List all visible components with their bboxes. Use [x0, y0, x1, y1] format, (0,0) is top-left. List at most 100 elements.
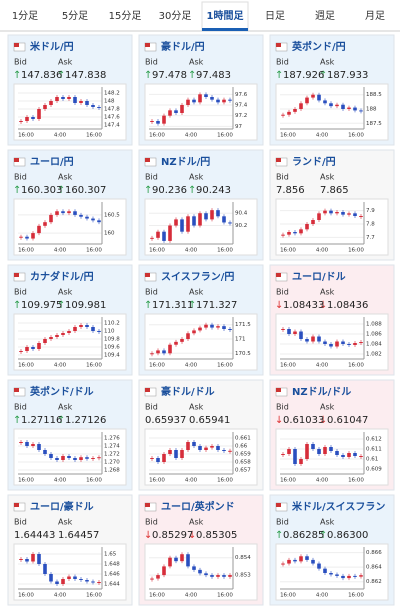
pair-name[interactable]: 豪ドル/ドル [161, 385, 215, 398]
tab[interactable]: 月足 [365, 10, 385, 22]
tab[interactable]: 日足 [265, 10, 285, 22]
bid-label: Bid [14, 58, 27, 67]
ask-value: 1.08436 [327, 300, 368, 311]
pair-name[interactable]: 英ポンド/ドル [29, 385, 94, 398]
candle [204, 447, 208, 450]
candle [210, 97, 214, 100]
pair-name[interactable]: NZドル/ドル [292, 386, 351, 398]
x-tick-label: 16:00 [18, 133, 34, 139]
bid-value: 109.975 [21, 300, 62, 311]
pair-name[interactable]: NZドル/円 [161, 156, 210, 168]
y-tick-label: 0.864 [366, 565, 382, 571]
active-tab-underline [202, 28, 248, 31]
candle [299, 556, 303, 562]
y-tick-label: 148.2 [104, 91, 120, 97]
candle [91, 105, 95, 107]
pair-name[interactable]: ユーロ/英ポンド [161, 500, 235, 513]
pair-name[interactable]: 豪ドル/円 [161, 40, 205, 53]
candle [67, 576, 71, 579]
y-tick-label: 147.4 [104, 123, 120, 129]
candle [323, 447, 327, 454]
pair-name[interactable]: ユーロ/豪ドル [30, 500, 94, 513]
tab[interactable]: 15分足 [109, 10, 142, 22]
chart-bg [144, 83, 258, 141]
candle [317, 563, 321, 569]
pair-name[interactable]: 英ポンド/円 [291, 40, 346, 53]
y-tick-label: 160 [104, 231, 115, 237]
ask-value: 187.933 [327, 70, 368, 81]
tab[interactable]: 週足 [315, 10, 335, 22]
candle [79, 214, 83, 217]
candle [67, 331, 71, 333]
bid-label: Bid [14, 518, 27, 527]
pair-name[interactable]: 米ドル/スイスフラン [292, 500, 385, 513]
candle [281, 114, 285, 116]
pair-name[interactable]: ランド/円 [292, 156, 336, 168]
candle [335, 574, 339, 576]
x-tick-label: 4:00 [54, 248, 67, 254]
candle [347, 453, 351, 457]
candle [228, 575, 232, 577]
candle [43, 105, 47, 109]
candle [323, 341, 327, 344]
candle [305, 556, 309, 560]
y-tick-label: 187.5 [366, 121, 382, 127]
x-tick-label: 16:00 [86, 363, 102, 369]
arrow: ↑ [275, 530, 283, 541]
candle [329, 210, 333, 214]
x-tick-label: 16:00 [86, 593, 102, 599]
candle [287, 559, 291, 564]
pair-name[interactable]: ユーロ/円 [30, 156, 74, 168]
x-tick-label: 4:00 [185, 363, 198, 369]
y-tick-label: 97.2 [235, 113, 247, 119]
candle [61, 579, 65, 584]
candle [19, 121, 23, 122]
candle [150, 578, 154, 580]
flag-mark [145, 273, 150, 277]
candle [19, 236, 23, 238]
x-tick-label: 16:00 [280, 593, 296, 599]
candle [228, 99, 232, 101]
bid-value: 1.27116 [21, 415, 62, 426]
tab[interactable]: 5分足 [62, 10, 88, 22]
candle [353, 343, 357, 345]
arrow: ↑ [275, 70, 283, 81]
flag-mark [14, 388, 19, 392]
pair-name[interactable]: スイスフラン/円 [161, 271, 234, 283]
flag-mark [14, 43, 19, 47]
tab[interactable]: 1時間足 [207, 9, 245, 22]
pair-name[interactable]: ユーロ/ドル [292, 271, 346, 283]
x-tick-label: 4:00 [185, 248, 198, 254]
y-tick-label: 148 [104, 99, 115, 105]
candle [168, 557, 172, 567]
candle [216, 446, 220, 450]
y-tick-label: 0.853 [235, 573, 251, 579]
flag-mark [276, 273, 281, 277]
candle [317, 213, 321, 220]
bid-value: 1.08433 [283, 300, 324, 311]
x-tick-label: 16:00 [217, 248, 233, 254]
y-tick-label: 0.658 [235, 460, 251, 466]
y-tick-label: 1.086 [366, 332, 382, 338]
candle [210, 324, 214, 328]
y-tick-label: 0.661 [235, 436, 251, 442]
candle [156, 121, 160, 124]
candle [323, 568, 327, 573]
x-tick-label: 16:00 [18, 248, 34, 254]
candle [162, 231, 166, 241]
x-tick-label: 16:00 [18, 593, 34, 599]
bid-value: 0.85297 [152, 530, 193, 541]
pair-name[interactable]: カナダドル/円 [30, 270, 94, 283]
bid-label: Bid [145, 403, 158, 412]
arrow: ↑ [57, 70, 65, 81]
candle [341, 212, 345, 215]
tab[interactable]: 1分足 [12, 10, 38, 22]
tab[interactable]: 30分足 [159, 10, 192, 22]
candle [192, 216, 196, 226]
pair-name[interactable]: 米ドル/円 [30, 40, 74, 53]
